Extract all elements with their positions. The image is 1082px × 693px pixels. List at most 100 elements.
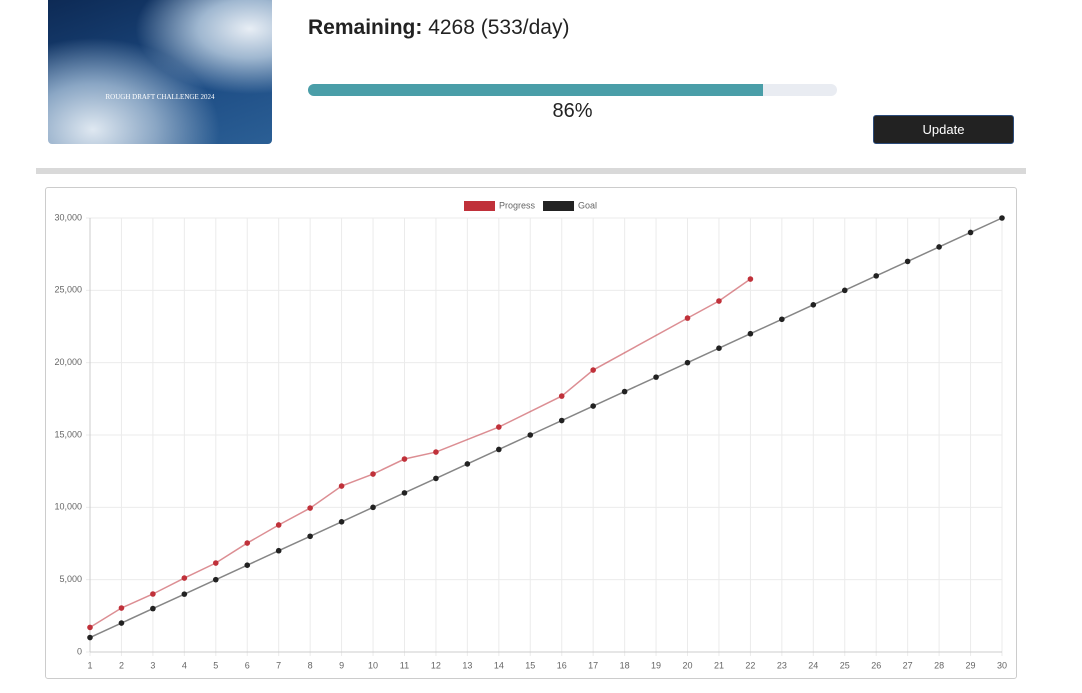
data-point: [684, 359, 691, 366]
data-point: [338, 519, 345, 525]
data-point: [150, 605, 156, 612]
x-tick-label: 29: [966, 660, 976, 670]
x-tick-label: 14: [494, 660, 504, 670]
x-tick-label: 21: [714, 660, 724, 670]
y-tick-label: 10,000: [54, 502, 82, 512]
data-point: [496, 424, 502, 430]
y-tick-label: 0: [77, 646, 82, 656]
x-tick-label: 16: [557, 660, 567, 670]
x-tick-label: 2: [119, 660, 124, 670]
data-point: [275, 547, 282, 554]
x-tick-label: 8: [308, 660, 313, 670]
data-point: [621, 388, 628, 395]
y-tick-label: 30,000: [54, 212, 82, 222]
cover-image: ROUGH DRAFT CHALLENGE 2024: [48, 0, 272, 144]
x-tick-label: 15: [525, 660, 535, 670]
x-tick-label: 20: [683, 660, 693, 670]
data-point: [401, 456, 408, 462]
x-tick-label: 19: [651, 660, 661, 670]
data-point: [558, 393, 565, 399]
data-point: [307, 533, 313, 540]
data-point: [904, 258, 911, 265]
data-point: [967, 229, 974, 236]
data-point: [370, 471, 376, 477]
data-point: [747, 330, 754, 337]
x-tick-label: 1: [87, 660, 92, 670]
remaining-label: Remaining:: [308, 16, 423, 39]
data-point: [275, 522, 282, 528]
data-point: [212, 560, 219, 566]
data-point: [527, 432, 534, 438]
data-point: [747, 276, 754, 282]
legend-swatch: [464, 201, 495, 211]
data-point: [244, 540, 251, 546]
data-point: [936, 244, 942, 250]
data-point: [873, 273, 880, 279]
x-tick-label: 4: [182, 660, 187, 670]
data-point: [590, 367, 596, 373]
x-tick-label: 27: [903, 660, 913, 670]
x-tick-label: 12: [431, 660, 441, 670]
data-point: [338, 483, 345, 489]
progress-fill: [308, 84, 763, 96]
x-tick-label: 25: [840, 660, 850, 670]
progress-bar: [308, 84, 837, 96]
data-point: [433, 475, 439, 482]
progress-label: 86%: [552, 100, 593, 122]
remaining-text: 4268 (533/day): [428, 16, 570, 39]
x-tick-label: 24: [808, 660, 818, 670]
data-point: [716, 298, 722, 304]
separator: [36, 168, 1026, 174]
x-tick-label: 28: [934, 660, 944, 670]
series-line: [89, 278, 751, 629]
data-point: [841, 287, 848, 294]
y-tick-label: 5,000: [59, 574, 82, 584]
data-point: [118, 620, 125, 626]
data-point: [464, 461, 471, 467]
update-button[interactable]: Update: [873, 115, 1014, 144]
data-point: [370, 504, 376, 511]
x-tick-label: 6: [245, 660, 250, 670]
x-tick-label: 11: [400, 660, 409, 670]
x-tick-label: 9: [339, 660, 344, 670]
data-point: [716, 345, 722, 352]
data-point: [653, 374, 659, 380]
y-tick-label: 25,000: [54, 285, 82, 295]
data-point: [118, 605, 125, 611]
chart-card: [45, 187, 1017, 679]
x-tick-label: 26: [871, 660, 881, 670]
data-point: [181, 575, 188, 581]
series-line: [89, 217, 1003, 639]
x-tick-label: 5: [213, 660, 218, 670]
x-tick-label: 10: [368, 660, 378, 670]
cover-text: ROUGH DRAFT CHALLENGE 2024: [105, 93, 215, 101]
data-point: [307, 505, 313, 511]
legend-swatch: [543, 201, 575, 211]
data-point: [401, 490, 408, 496]
data-point: [590, 403, 596, 409]
x-tick-label: 7: [276, 660, 281, 670]
x-tick-label: 23: [777, 660, 787, 670]
data-point: [87, 634, 93, 641]
data-point: [181, 591, 188, 597]
legend-label: Progress: [499, 200, 536, 210]
data-point: [810, 302, 817, 308]
data-point: [558, 417, 565, 424]
data-point: [212, 576, 219, 583]
x-tick-label: 30: [997, 660, 1007, 670]
x-tick-label: 18: [620, 660, 630, 670]
data-point: [433, 449, 439, 455]
y-tick-label: 15,000: [54, 429, 82, 439]
x-tick-label: 3: [150, 660, 155, 670]
y-tick-label: 20,000: [54, 357, 82, 367]
data-point: [496, 446, 502, 453]
x-tick-label: 13: [462, 660, 472, 670]
data-point: [150, 591, 156, 597]
data-point: [684, 315, 691, 321]
data-point: [779, 316, 785, 323]
data-point: [999, 215, 1005, 221]
data-point: [87, 624, 93, 631]
x-tick-label: 17: [588, 660, 598, 670]
